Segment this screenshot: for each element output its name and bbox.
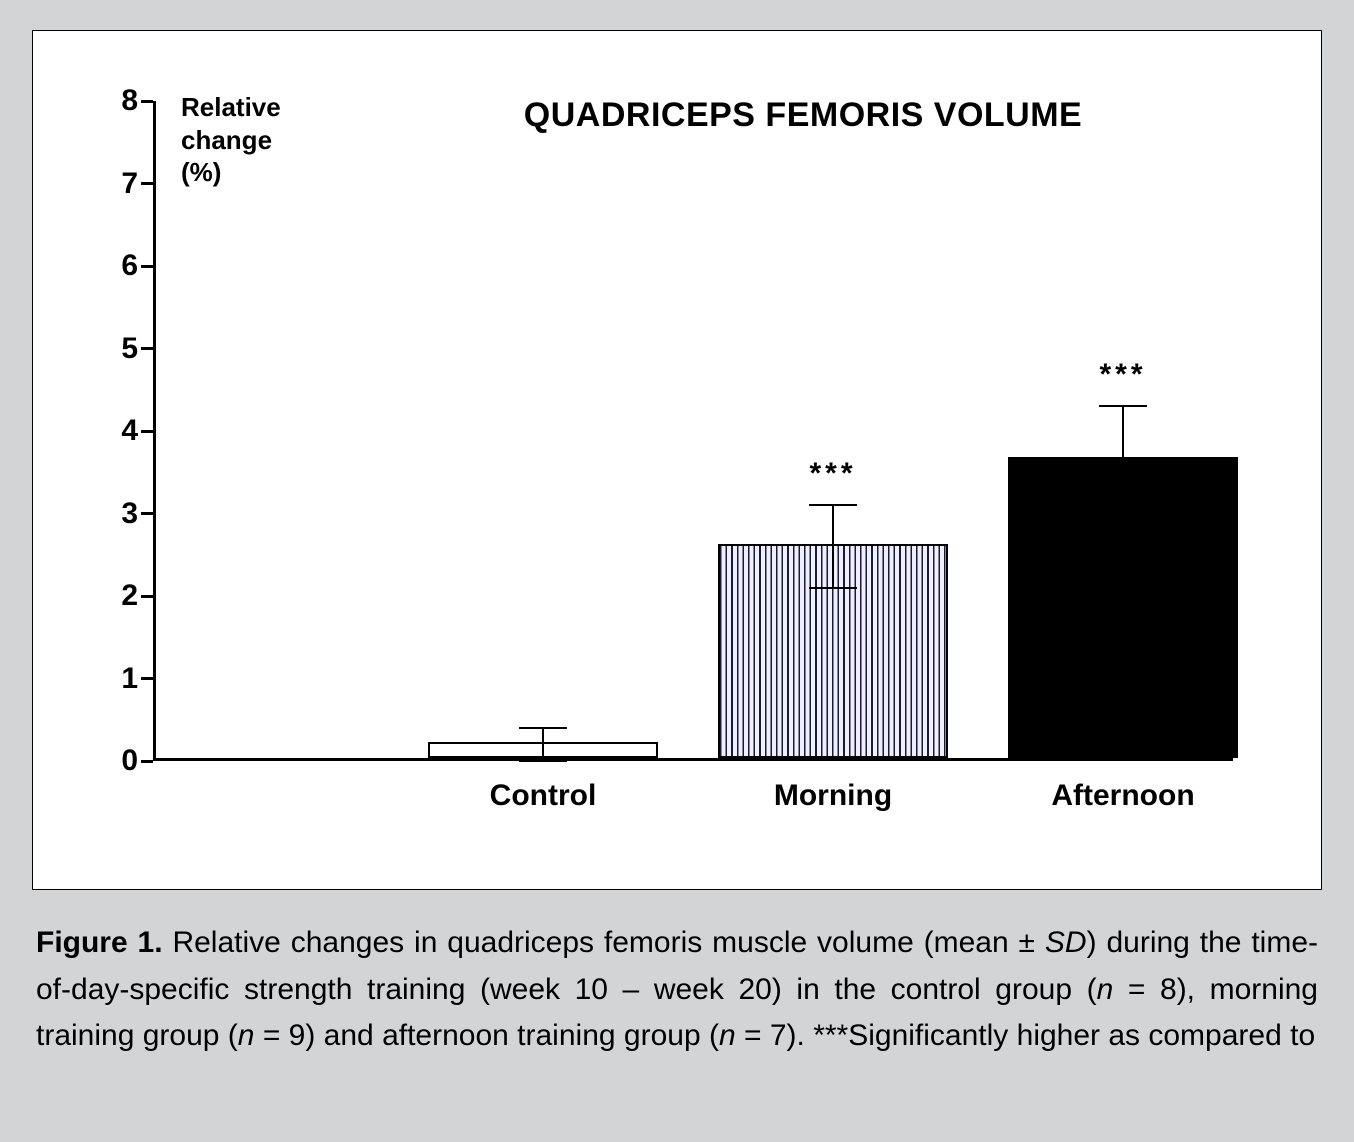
error-bar	[1122, 406, 1124, 513]
y-axis-title-line3: (%)	[181, 157, 221, 187]
y-tick	[141, 347, 153, 350]
y-tick	[141, 430, 153, 433]
y-axis-title-line2: change	[181, 125, 272, 155]
error-cap	[519, 727, 567, 729]
caption-n2: n	[238, 1019, 255, 1052]
chart-plot-area: QUADRICEPS FEMORIS VOLUME Relative chang…	[153, 101, 1243, 761]
y-axis-title-line1: Relative	[181, 92, 281, 122]
caption-n3: n	[719, 1019, 736, 1052]
error-cap	[1099, 513, 1147, 515]
caption-figure-label: Figure 1.	[36, 926, 163, 959]
chart-panel: QUADRICEPS FEMORIS VOLUME Relative chang…	[32, 30, 1322, 890]
y-tick-label: 2	[98, 579, 138, 613]
caption-n2eq: = 9) and afternoon training group (	[254, 1019, 718, 1052]
y-tick	[141, 677, 153, 680]
figure-caption: Figure 1. Relative changes in quadriceps…	[30, 920, 1324, 1060]
error-cap	[1099, 405, 1147, 407]
y-tick-label: 0	[98, 744, 138, 778]
y-tick	[141, 100, 153, 103]
y-tick-label: 5	[98, 332, 138, 366]
y-tick	[141, 595, 153, 598]
y-tick	[141, 512, 153, 515]
y-tick	[141, 760, 153, 763]
error-cap	[809, 587, 857, 589]
y-tick-label: 8	[98, 84, 138, 118]
error-cap	[809, 504, 857, 506]
x-category-label: Afternoon	[1051, 779, 1194, 813]
error-bar	[832, 505, 834, 588]
significance-label: ***	[1099, 358, 1146, 392]
y-tick	[141, 265, 153, 268]
caption-text-a: Relative changes in quadriceps femoris m…	[163, 926, 1045, 959]
y-tick-label: 7	[98, 167, 138, 201]
caption-sd: SD	[1045, 926, 1087, 959]
figure-container: QUADRICEPS FEMORIS VOLUME Relative chang…	[30, 30, 1324, 1112]
y-tick-label: 4	[98, 414, 138, 448]
y-tick	[141, 182, 153, 185]
caption-n3eq: = 7). ***Significantly higher as compare…	[736, 1019, 1315, 1052]
caption-n1: n	[1097, 973, 1114, 1006]
significance-label: ***	[809, 457, 856, 491]
y-tick-label: 1	[98, 662, 138, 696]
error-cap	[519, 760, 567, 762]
y-tick-label: 3	[98, 497, 138, 531]
x-axis-line	[153, 758, 1233, 761]
chart-title: QUADRICEPS FEMORIS VOLUME	[363, 96, 1243, 135]
error-bar	[542, 728, 544, 761]
y-tick-label: 6	[98, 249, 138, 283]
x-category-label: Morning	[774, 779, 892, 813]
y-axis-line	[153, 101, 156, 761]
y-axis-title: Relative change (%)	[181, 91, 281, 189]
x-category-label: Control	[490, 779, 597, 813]
